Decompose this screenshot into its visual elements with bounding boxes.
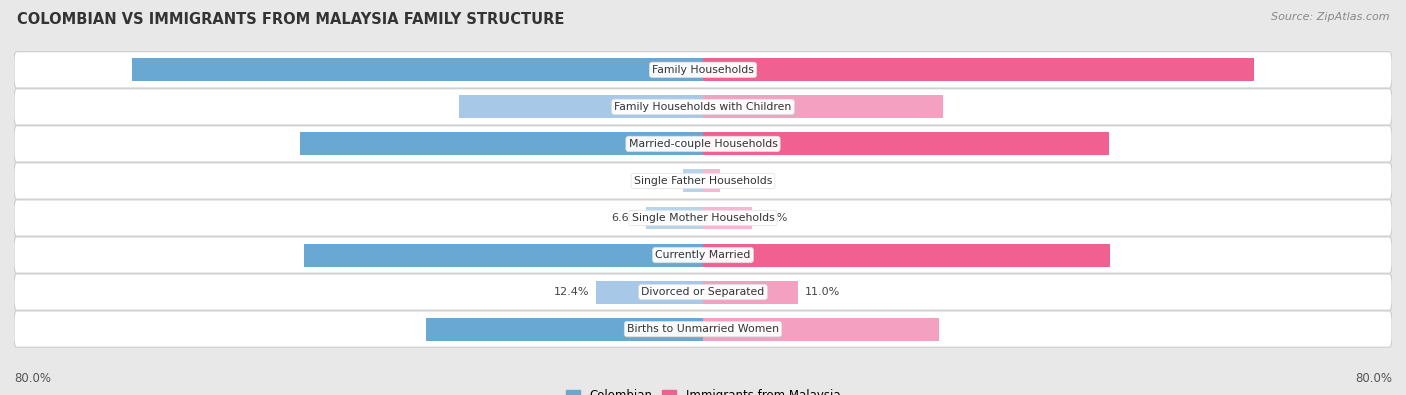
FancyBboxPatch shape [14, 311, 1392, 347]
FancyBboxPatch shape [14, 163, 1392, 199]
Text: 27.4%: 27.4% [711, 324, 751, 334]
Text: 12.4%: 12.4% [554, 287, 589, 297]
Text: 2.0%: 2.0% [727, 176, 755, 186]
Text: 80.0%: 80.0% [14, 372, 51, 385]
Bar [132, 58, 703, 81]
Text: Divorced or Separated: Divorced or Separated [641, 287, 765, 297]
FancyBboxPatch shape [14, 200, 1392, 236]
FancyBboxPatch shape [14, 237, 1392, 273]
Text: 32.2%: 32.2% [655, 324, 695, 334]
Text: Currently Married: Currently Married [655, 250, 751, 260]
FancyBboxPatch shape [14, 126, 1392, 162]
Text: 46.3%: 46.3% [655, 250, 695, 260]
Text: Births to Unmarried Women: Births to Unmarried Women [627, 324, 779, 334]
FancyBboxPatch shape [14, 274, 1392, 310]
Bar [683, 169, 703, 192]
Bar [596, 280, 703, 303]
Text: Source: ZipAtlas.com: Source: ZipAtlas.com [1271, 12, 1389, 22]
Bar [703, 58, 1254, 81]
Text: Family Households: Family Households [652, 65, 754, 75]
Bar [703, 169, 720, 192]
Text: COLOMBIAN VS IMMIGRANTS FROM MALAYSIA FAMILY STRUCTURE: COLOMBIAN VS IMMIGRANTS FROM MALAYSIA FA… [17, 12, 564, 27]
Text: 66.3%: 66.3% [655, 65, 695, 75]
Bar [703, 280, 797, 303]
Bar [647, 207, 703, 229]
Text: 5.7%: 5.7% [759, 213, 787, 223]
Text: 46.8%: 46.8% [655, 139, 695, 149]
FancyBboxPatch shape [14, 89, 1392, 125]
Text: 47.2%: 47.2% [711, 139, 751, 149]
Text: Married-couple Households: Married-couple Households [628, 139, 778, 149]
Bar [426, 318, 703, 340]
Text: 27.9%: 27.9% [711, 102, 751, 112]
Text: 47.3%: 47.3% [711, 250, 751, 260]
Text: 6.6%: 6.6% [612, 213, 640, 223]
Bar [460, 96, 703, 118]
Text: Family Households with Children: Family Households with Children [614, 102, 792, 112]
Text: 80.0%: 80.0% [1355, 372, 1392, 385]
Bar [703, 244, 1111, 267]
Text: 11.0%: 11.0% [804, 287, 839, 297]
Bar [703, 207, 752, 229]
Bar [703, 318, 939, 340]
Text: Single Father Households: Single Father Households [634, 176, 772, 186]
Text: 64.0%: 64.0% [711, 65, 751, 75]
Text: 28.3%: 28.3% [655, 102, 695, 112]
Bar [304, 244, 703, 267]
Text: 2.3%: 2.3% [648, 176, 676, 186]
Text: Single Mother Households: Single Mother Households [631, 213, 775, 223]
Bar [299, 132, 703, 155]
Legend: Colombian, Immigrants from Malaysia: Colombian, Immigrants from Malaysia [561, 384, 845, 395]
FancyBboxPatch shape [14, 52, 1392, 88]
Bar [703, 96, 943, 118]
Bar [703, 132, 1109, 155]
